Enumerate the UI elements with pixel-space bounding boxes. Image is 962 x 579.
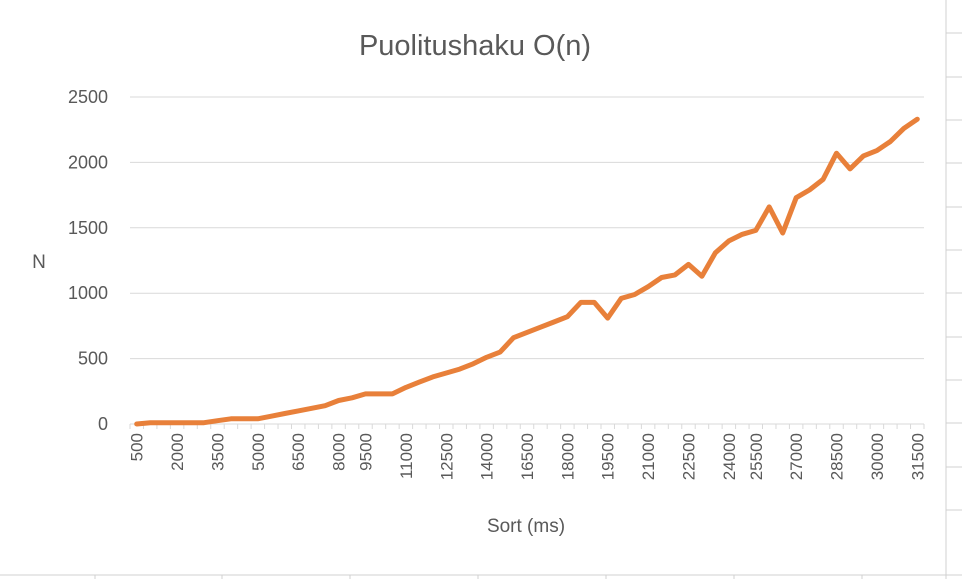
x-tick-label: 28500 (828, 433, 847, 480)
x-tick-label: 9500 (357, 433, 376, 471)
x-axis-ticks: 500 2000 3500 5000 6500 8000 9500 11000 12500 140… (128, 433, 928, 480)
x-tick-label: 2000 (168, 433, 187, 471)
y-tick-label: 1000 (68, 283, 108, 303)
x-tick-label: 5000 (249, 433, 268, 471)
x-tick-label: 12500 (437, 433, 456, 480)
series-line-0 (134, 116, 920, 427)
x-tick-label: 16500 (518, 433, 537, 480)
y-axis-label: N (32, 252, 46, 273)
x-tick-label: 3500 (208, 433, 227, 471)
chart-title: Puolitushaku O(n) (359, 30, 591, 62)
x-tick-label: 500 (128, 433, 147, 461)
x-tick-label: 30000 (868, 433, 887, 480)
x-tick-label: 11000 (397, 433, 416, 479)
x-tick-label: 24000 (720, 433, 739, 480)
x-tick-label: 25500 (747, 433, 766, 480)
y-tick-label: 2000 (68, 152, 108, 172)
y-tick-label: 1500 (68, 218, 108, 238)
y-axis-ticks: 0 500 1000 1500 2000 2500 (68, 87, 108, 434)
gridlines (129, 96, 925, 429)
x-tick-label: 21000 (639, 433, 658, 480)
x-tick-label: 6500 (289, 433, 308, 471)
x-tick-label: 14000 (478, 433, 497, 480)
x-tick-label: 27000 (787, 433, 806, 480)
x-tick-label: 8000 (330, 433, 349, 471)
x-tick-label: 31500 (908, 433, 927, 480)
y-tick-label: 2500 (68, 87, 108, 107)
x-tick-label: 22500 (679, 433, 698, 480)
x-tick-label: 19500 (599, 433, 618, 480)
x-tick-label: 18000 (558, 433, 577, 480)
series-layer (134, 116, 920, 427)
y-tick-label: 0 (98, 414, 108, 434)
x-axis-label: Sort (ms) (487, 516, 565, 537)
y-tick-label: 500 (78, 349, 108, 369)
